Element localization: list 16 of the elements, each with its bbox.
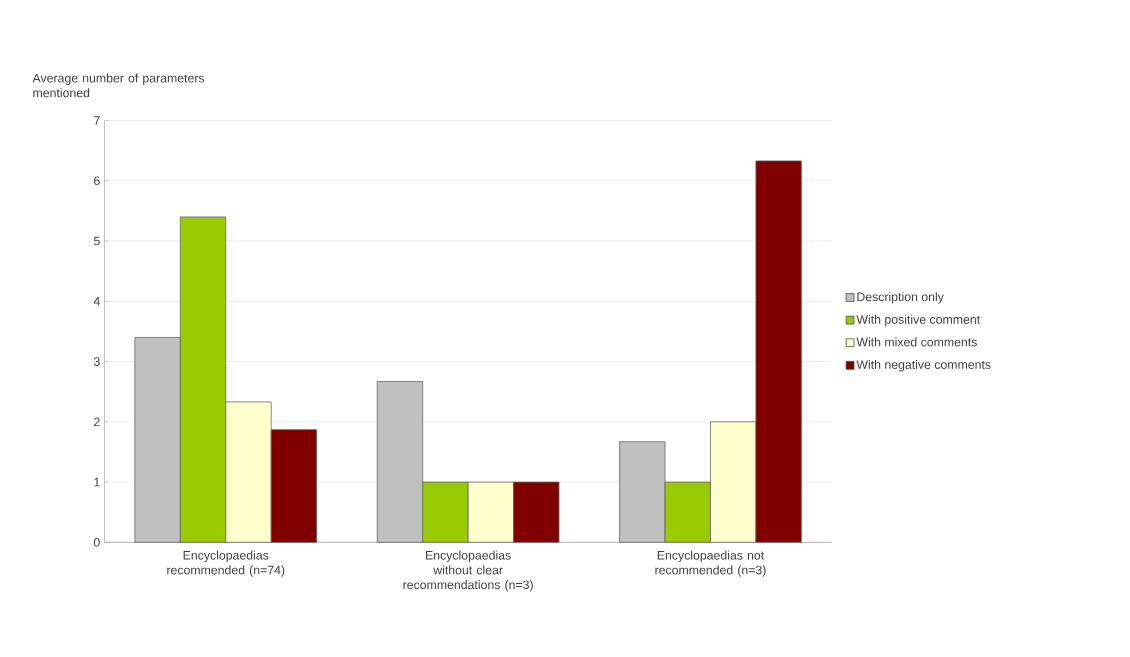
x-tick-label: Encyclopaedias not recommended (n=3)	[655, 550, 766, 577]
legend-label: With positive comment	[856, 314, 981, 327]
y-tick-label: 0	[93, 538, 100, 547]
x-tick-label: Encyclopaedias recommended (n=74)	[167, 550, 285, 577]
y-tick-label: 3	[93, 357, 100, 366]
y-tick-label: 7	[94, 116, 100, 125]
y-tick-label: 1	[94, 477, 100, 487]
y-tick-label: 5	[93, 236, 100, 246]
legend-label: With negative comments	[856, 359, 991, 372]
y-axis-title: Average number of parameters mentioned	[32, 73, 205, 98]
y-tick-label: 4	[93, 297, 100, 306]
x-tick-label: Encyclopaedias without clear recommendations (n=3)	[403, 550, 533, 592]
y-tick-label: 2	[94, 417, 100, 427]
y-tick-label: 6	[94, 176, 100, 186]
legend-label: Description only	[857, 292, 944, 304]
legend-label: With mixed comments	[856, 337, 977, 347]
